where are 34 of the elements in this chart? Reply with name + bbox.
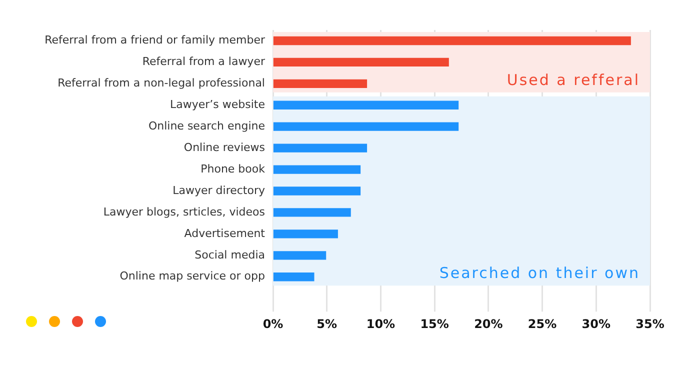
bar (273, 58, 449, 67)
x-tick-label: 5% (316, 316, 338, 331)
y-tick-label: Phone book (200, 162, 266, 176)
x-tick-label: 35% (636, 316, 664, 331)
y-tick-label: Social media (194, 248, 265, 262)
bar (273, 122, 459, 131)
bar (273, 272, 314, 282)
x-tick-label: 20% (474, 316, 503, 331)
bar (273, 230, 338, 238)
bar (273, 100, 459, 110)
bar (273, 208, 351, 217)
y-tick-label: Lawyer directory (172, 184, 266, 197)
x-tick-label: 25% (528, 316, 557, 331)
y-tick-label: Referral from a non-legal professional (58, 76, 265, 90)
x-tick-label: 30% (582, 316, 611, 331)
y-tick-label: Referral from a lawyer (142, 55, 266, 68)
y-tick-label: Referral from a friend or family member (44, 34, 266, 47)
bar (273, 165, 361, 174)
y-tick-label: Advertisement (184, 226, 266, 240)
y-tick-label: Online map service or opp (120, 270, 266, 283)
bar (273, 251, 326, 260)
x-tick-label: 10% (366, 316, 396, 331)
bar (273, 186, 361, 196)
band-label: Used a refferal (506, 70, 640, 89)
bar (273, 79, 368, 88)
x-tick-label: 15% (420, 316, 449, 331)
y-tick-label: Lawyer blogs, srticles, videos (103, 205, 266, 218)
y-tick-label: Online reviews (184, 140, 266, 154)
y-tick-label: Online search engine (148, 119, 266, 132)
y-tick-label: Lawyer’s website (170, 98, 266, 111)
bar (273, 144, 368, 152)
x-tick-label: 0% (262, 316, 284, 331)
band-label: Searched on their own (439, 264, 640, 282)
bar (273, 36, 631, 46)
